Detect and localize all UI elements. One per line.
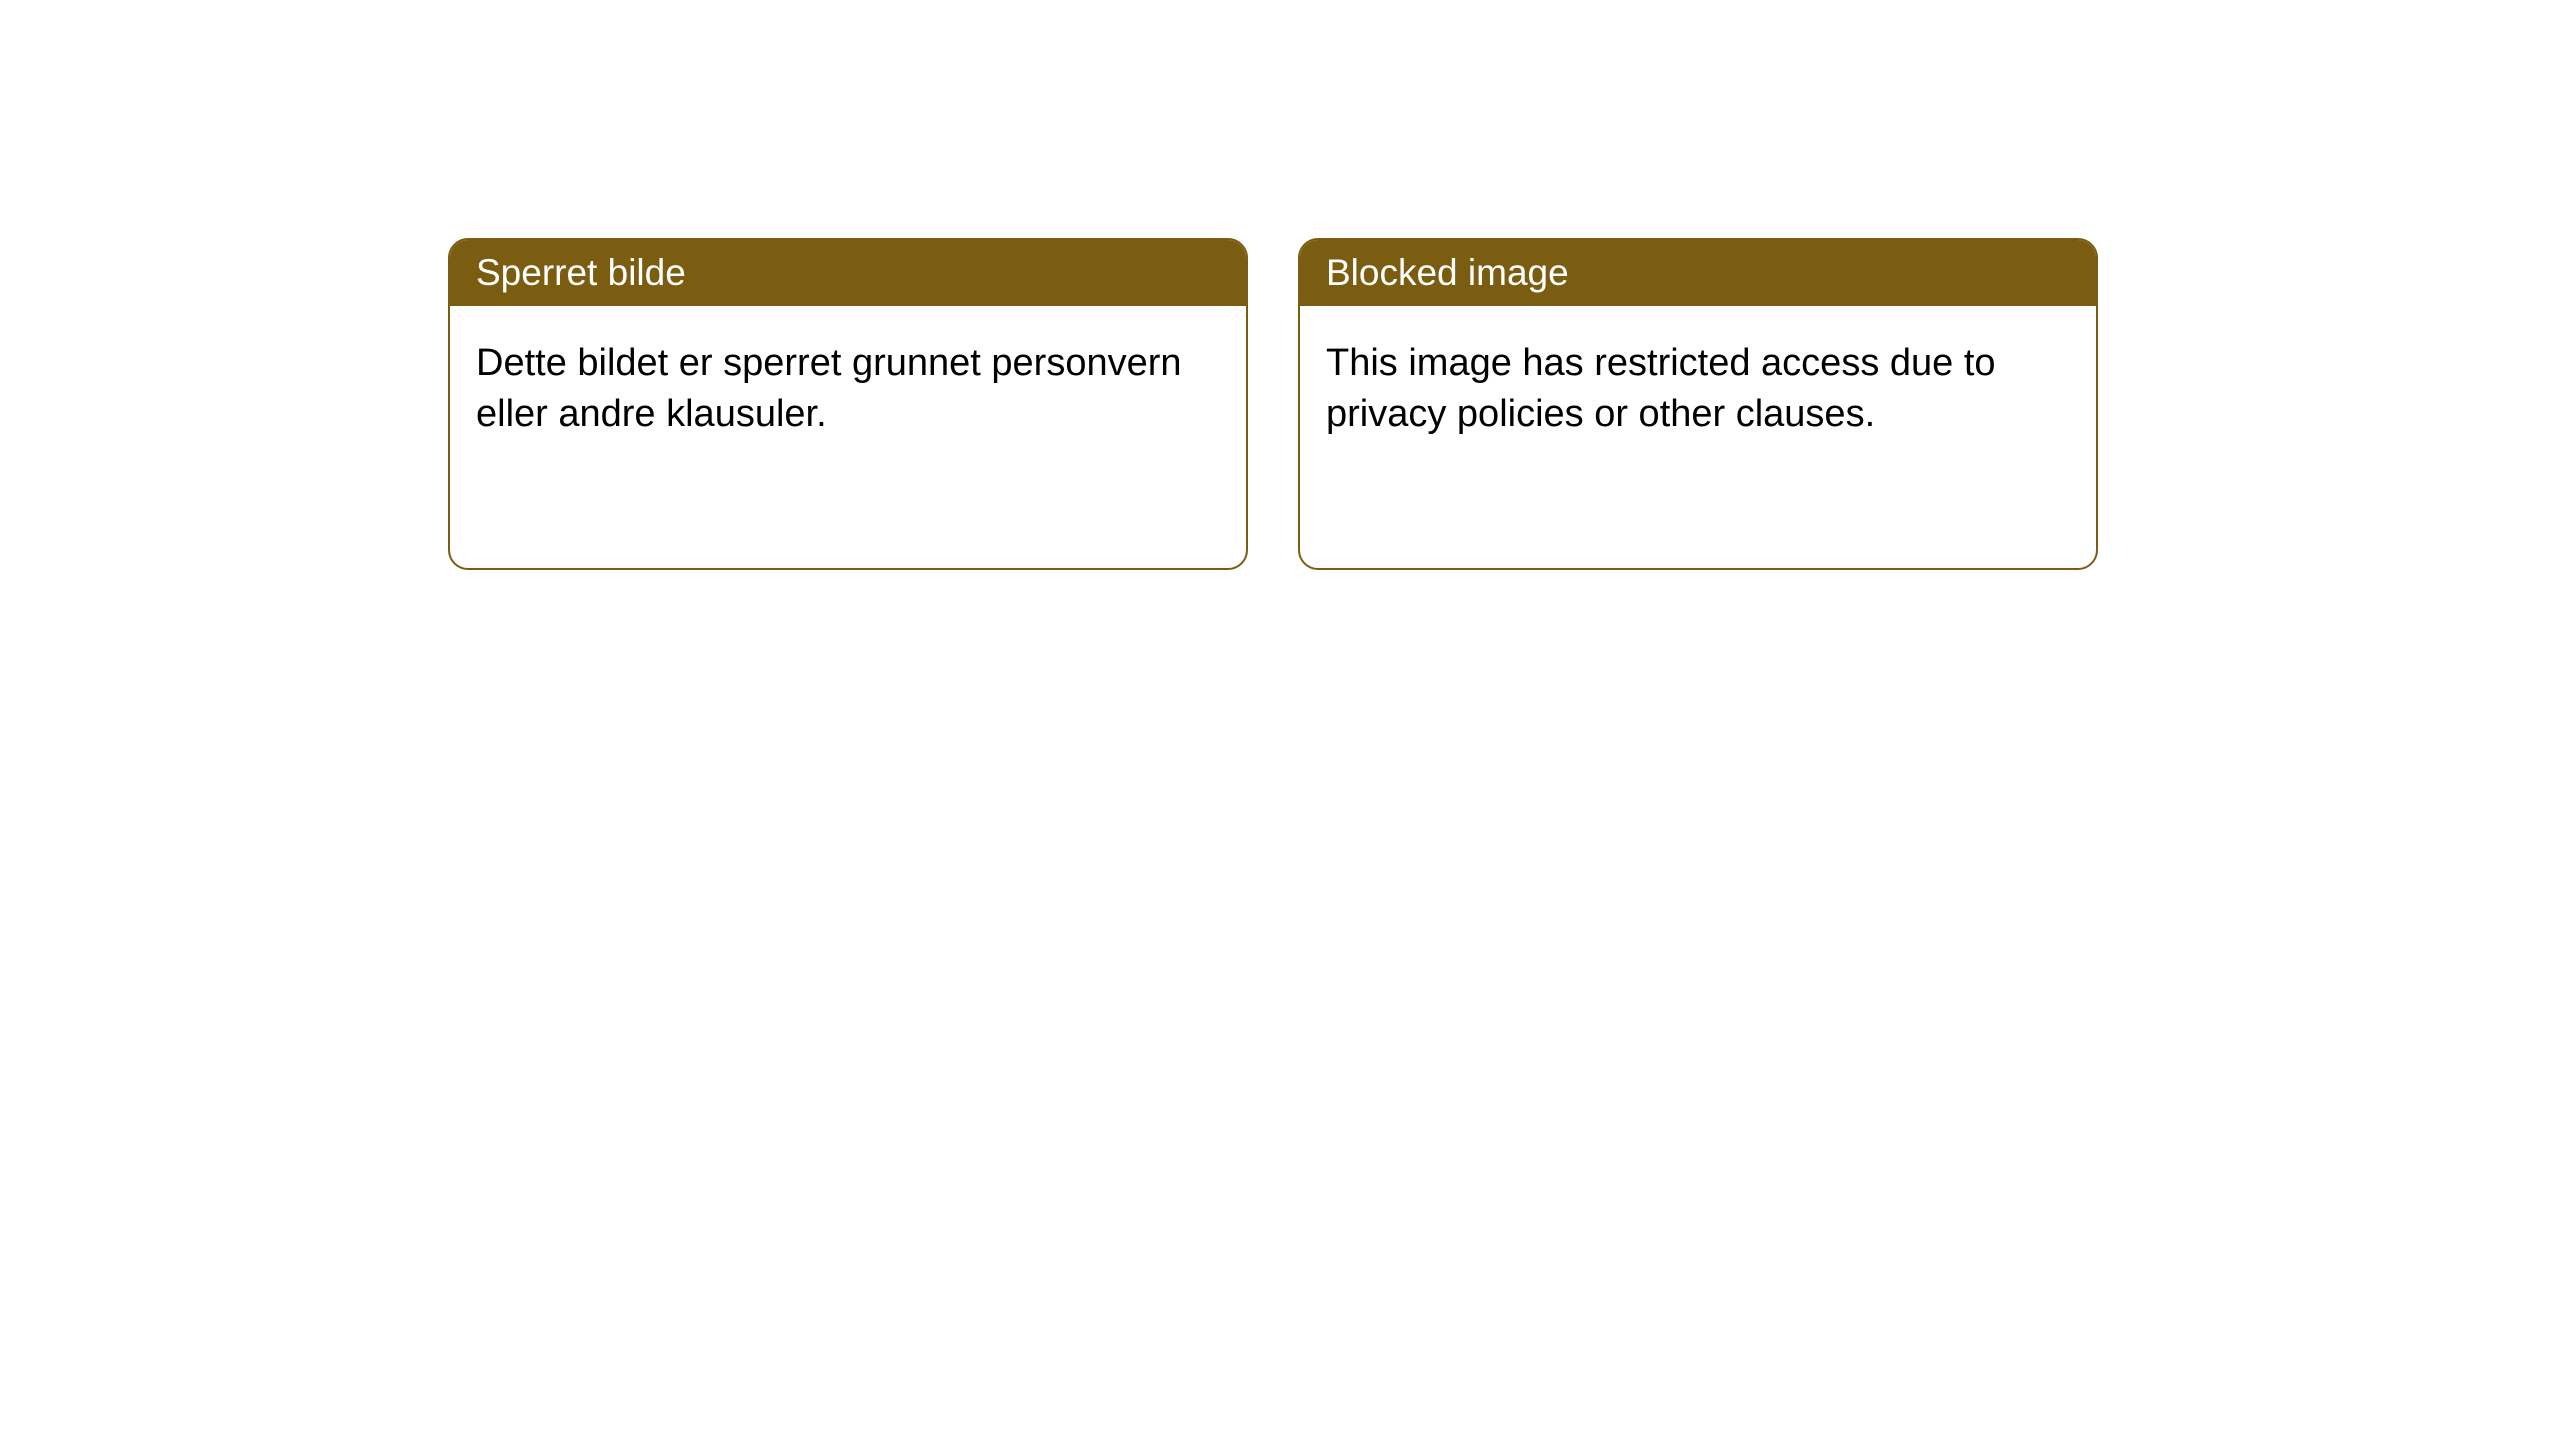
notice-container: Sperret bilde Dette bildet er sperret gr…: [0, 0, 2560, 570]
notice-body: Dette bildet er sperret grunnet personve…: [450, 306, 1246, 473]
notice-body: This image has restricted access due to …: [1300, 306, 2096, 473]
notice-card-english: Blocked image This image has restricted …: [1298, 238, 2098, 570]
notice-header: Sperret bilde: [450, 240, 1246, 306]
notice-text: Dette bildet er sperret grunnet personve…: [476, 342, 1182, 435]
notice-title: Sperret bilde: [476, 252, 686, 293]
notice-card-norwegian: Sperret bilde Dette bildet er sperret gr…: [448, 238, 1248, 570]
notice-title: Blocked image: [1326, 252, 1569, 293]
notice-text: This image has restricted access due to …: [1326, 342, 1996, 435]
notice-header: Blocked image: [1300, 240, 2096, 306]
